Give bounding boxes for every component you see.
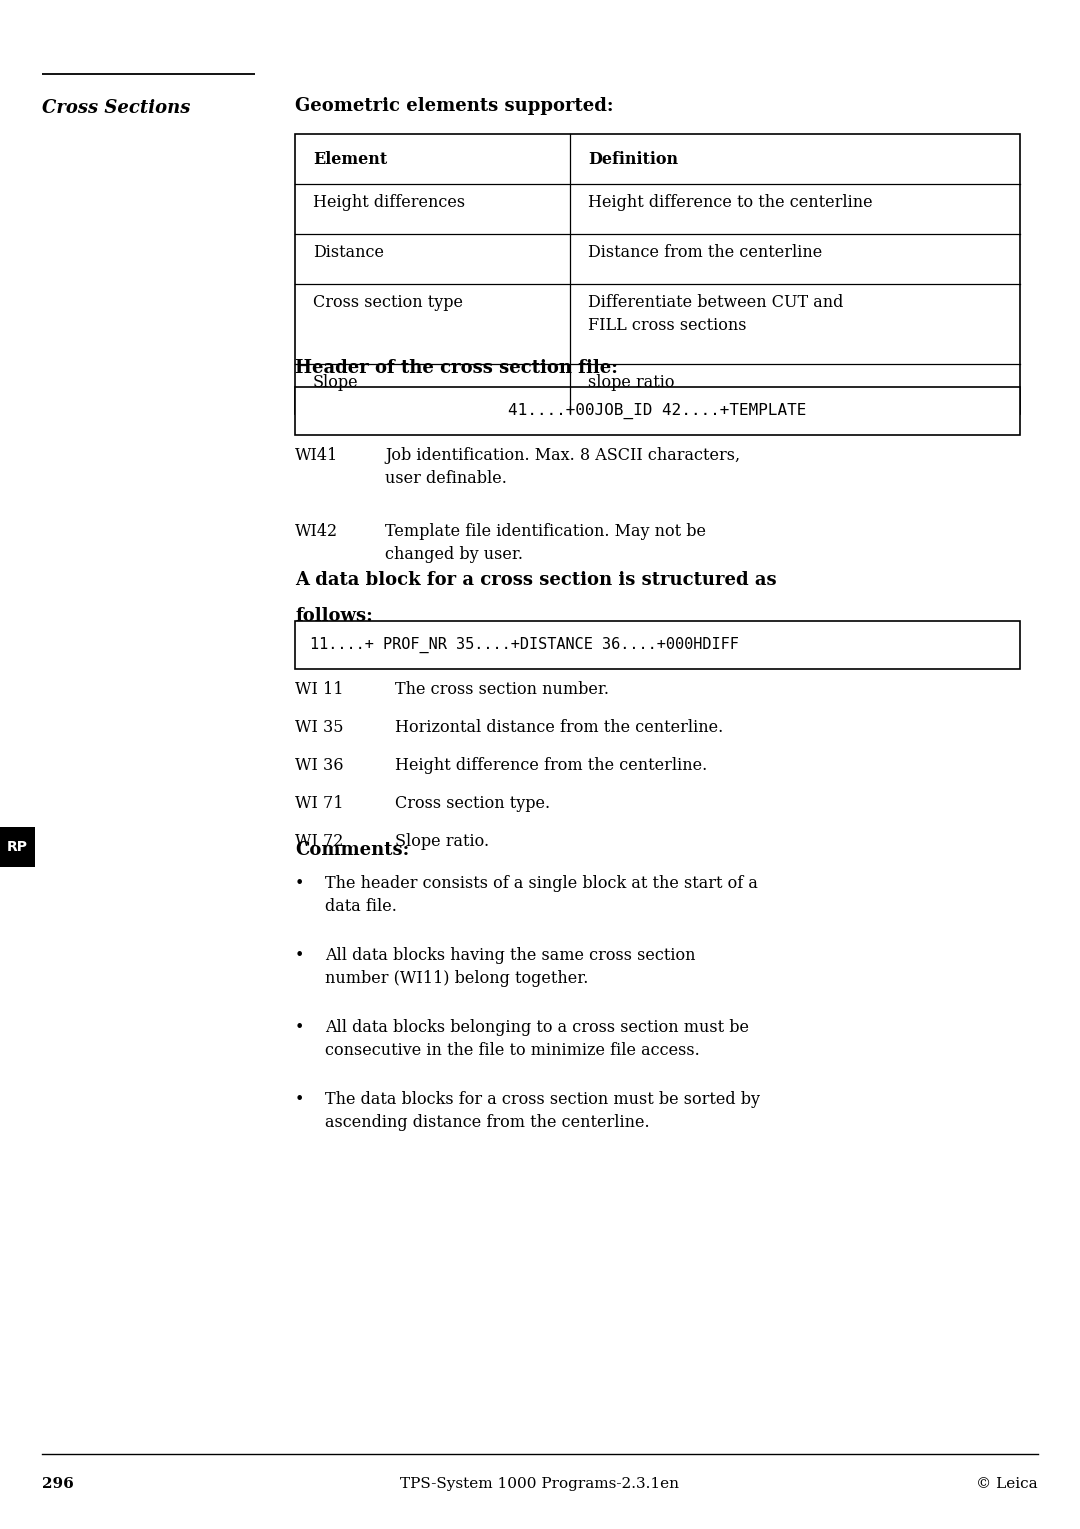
Text: Geometric elements supported:: Geometric elements supported: [295,96,613,115]
Text: •: • [295,1018,305,1037]
Text: The header consists of a single block at the start of a
data file.: The header consists of a single block at… [325,875,758,914]
Text: •: • [295,875,305,891]
Text: Slope ratio.: Slope ratio. [395,833,489,850]
Text: •: • [295,946,305,963]
Bar [0,827,35,867]
Text: 296: 296 [42,1477,73,1491]
Text: Definition: Definition [588,150,678,168]
Text: TPS-System 1000 Programs-2.3.1en: TPS-System 1000 Programs-2.3.1en [401,1477,679,1491]
Text: A data block for a cross section is structured as: A data block for a cross section is stru… [295,570,777,589]
Text: Height difference from the centerline.: Height difference from the centerline. [395,757,707,774]
Bar [295,135,1020,414]
Text: slope ratio: slope ratio [588,375,675,391]
Text: The cross section number.: The cross section number. [395,680,609,699]
Text: Differentiate between CUT and
FILL cross sections: Differentiate between CUT and FILL cross… [588,294,843,333]
Text: Element: Element [313,150,388,168]
Text: follows:: follows: [295,607,373,625]
Text: Template file identification. May not be
changed by user.: Template file identification. May not be… [384,523,706,563]
Text: Distance: Distance [313,245,384,261]
Text: WI42: WI42 [295,523,338,540]
Text: WI 36: WI 36 [295,757,343,774]
Text: WI 35: WI 35 [295,719,343,735]
Text: •: • [295,1092,305,1109]
Text: 41....+00JOB_ID 42....+TEMPLATE: 41....+00JOB_ID 42....+TEMPLATE [509,404,807,419]
Text: © Leica: © Leica [976,1477,1038,1491]
Text: Comments:: Comments: [295,841,409,859]
Text: Cross section type.: Cross section type. [395,795,550,812]
Text: Height differences: Height differences [313,194,465,211]
Text: All data blocks having the same cross section
number (WI11) belong together.: All data blocks having the same cross se… [325,946,696,986]
Text: 11....+ PROF_NR 35....+DISTANCE 36....+000HDIFF: 11....+ PROF_NR 35....+DISTANCE 36....+0… [310,638,739,653]
Text: Horizontal distance from the centerline.: Horizontal distance from the centerline. [395,719,724,735]
Text: The data blocks for a cross section must be sorted by
ascending distance from th: The data blocks for a cross section must… [325,1092,760,1131]
Text: Job identification. Max. 8 ASCII characters,
user definable.: Job identification. Max. 8 ASCII charact… [384,446,740,486]
Text: WI 72: WI 72 [295,833,343,850]
Text: Cross section type: Cross section type [313,294,463,310]
Text: All data blocks belonging to a cross section must be
consecutive in the file to : All data blocks belonging to a cross sec… [325,1018,750,1060]
Text: Height difference to the centerline: Height difference to the centerline [588,194,873,211]
Bar [295,387,1020,434]
Text: Distance from the centerline: Distance from the centerline [588,245,822,261]
Text: WI41: WI41 [295,446,338,463]
Bar [295,621,1020,670]
Text: Slope: Slope [313,375,359,391]
Text: Cross Sections: Cross Sections [42,99,190,118]
Text: WI 11: WI 11 [295,680,343,699]
Text: RP: RP [6,839,28,855]
Text: Header of the cross section file:: Header of the cross section file: [295,359,618,378]
Text: WI 71: WI 71 [295,795,343,812]
